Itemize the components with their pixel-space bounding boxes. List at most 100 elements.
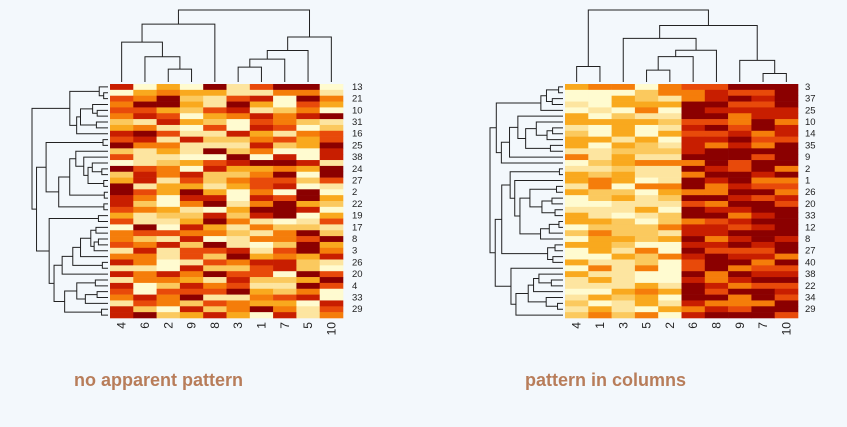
heatmap-cell [588,288,612,295]
heatmap-cell [156,271,181,278]
dendrogram-branch [500,141,563,164]
heatmap-cell [611,113,636,120]
heatmap-cell [634,119,659,126]
heatmap-cell [565,218,589,225]
heatmap-cell [751,277,775,284]
heatmap-cell [296,253,320,260]
heatmap-cell [179,130,204,137]
heatmap-cell [588,201,612,208]
heatmap-cell [565,95,589,102]
heatmap-cell [751,154,775,161]
heatmap-cell [110,201,134,208]
heatmap-cell [728,300,752,307]
heatmap-cell [133,130,157,137]
heatmap-cell [681,247,706,254]
heatmap-cell [249,236,274,243]
heatmap-cell [681,124,706,132]
heatmap-cell [611,271,636,278]
heatmap-cell [203,282,227,290]
column-dendrogram [576,9,787,82]
heatmap-cell [273,89,297,96]
heatmap-cell [751,95,775,102]
heatmap-cell [226,84,251,91]
heatmap-cell [179,247,204,254]
heatmap-cell [704,236,729,243]
heatmap-cell [658,277,682,284]
heatmap-cell [681,306,706,313]
heatmap-cell [156,189,181,196]
heatmap-cell [273,154,297,161]
heatmap-cell [273,230,297,237]
heatmap-cell [751,271,775,278]
heatmap-cell [728,247,752,254]
heatmap-cell [751,183,775,190]
heatmap-cell [249,107,274,114]
heatmap-cell [203,171,227,178]
heatmap-cell [156,130,181,137]
heatmap-cell [133,84,157,91]
dendrogram-branch [45,142,104,193]
heatmap-cell [203,306,227,313]
heatmap-cell [728,212,752,219]
heatmap-cell [704,177,729,184]
heatmap-cell [658,265,682,272]
heatmap-cell [611,312,636,319]
heatmap-cell [179,154,204,161]
heatmap-cell [611,236,636,243]
heatmap-cell [681,212,706,219]
heatmap-cell [658,107,682,114]
dendrogram-branch [550,279,563,287]
heatmap-cell [658,142,682,149]
heatmap-cell [110,124,134,132]
heatmap-cell [273,183,297,190]
heatmap-cell [588,171,612,178]
dendrogram-branch [545,297,563,307]
heatmap-cell [611,241,636,249]
heatmap-cell [565,312,589,319]
heatmap-cell [156,84,181,91]
dendrogram-branch [87,166,104,184]
heatmap-cell [296,124,320,132]
heatmap-cell [588,130,612,137]
heatmap-cell [634,195,659,202]
heatmap-cell [319,294,344,301]
heatmap-cell [611,154,636,161]
heatmap-cell [110,312,134,319]
heatmap-cell [751,89,775,96]
dendrogram-branch [551,197,563,205]
heatmap-cell [133,142,157,149]
heatmap-cell [681,253,706,260]
heatmap-cell [565,294,589,301]
heatmap-cell [681,206,706,213]
caption-pattern-in-columns: pattern in columns [525,370,687,390]
dendrogram-branch [103,191,108,199]
heatmap-cell [273,271,297,278]
heatmap-cell [296,300,320,307]
heatmap-cell [751,224,775,231]
heatmap-cell [681,142,706,149]
heatmap-cell [588,230,612,237]
heatmap-cell [133,236,157,243]
heatmap-cell [751,101,775,108]
heatmap-cell [110,95,134,102]
dendrogram-branch [249,58,286,82]
heatmap-cell [681,195,706,202]
heatmap-cell [658,271,682,278]
heatmap-cell [728,230,752,237]
heatmap-cell [226,183,251,190]
heatmap-cell [133,212,157,219]
heatmap-cell [588,206,612,213]
heatmap-cell [751,119,775,126]
heatmap-cell [296,154,320,161]
heatmap-cell [565,136,589,143]
heatmap-cell [565,306,589,313]
row-label: 27 [352,176,363,187]
heatmap-cell [611,224,636,231]
dendrogram-branch [558,86,563,94]
heatmap-cell [319,224,344,231]
heatmap-cell [156,89,181,96]
heatmap-cell [273,265,297,272]
heatmap-cell [565,195,589,202]
row-label: 1 [805,176,810,187]
heatmap-cell [133,195,157,202]
